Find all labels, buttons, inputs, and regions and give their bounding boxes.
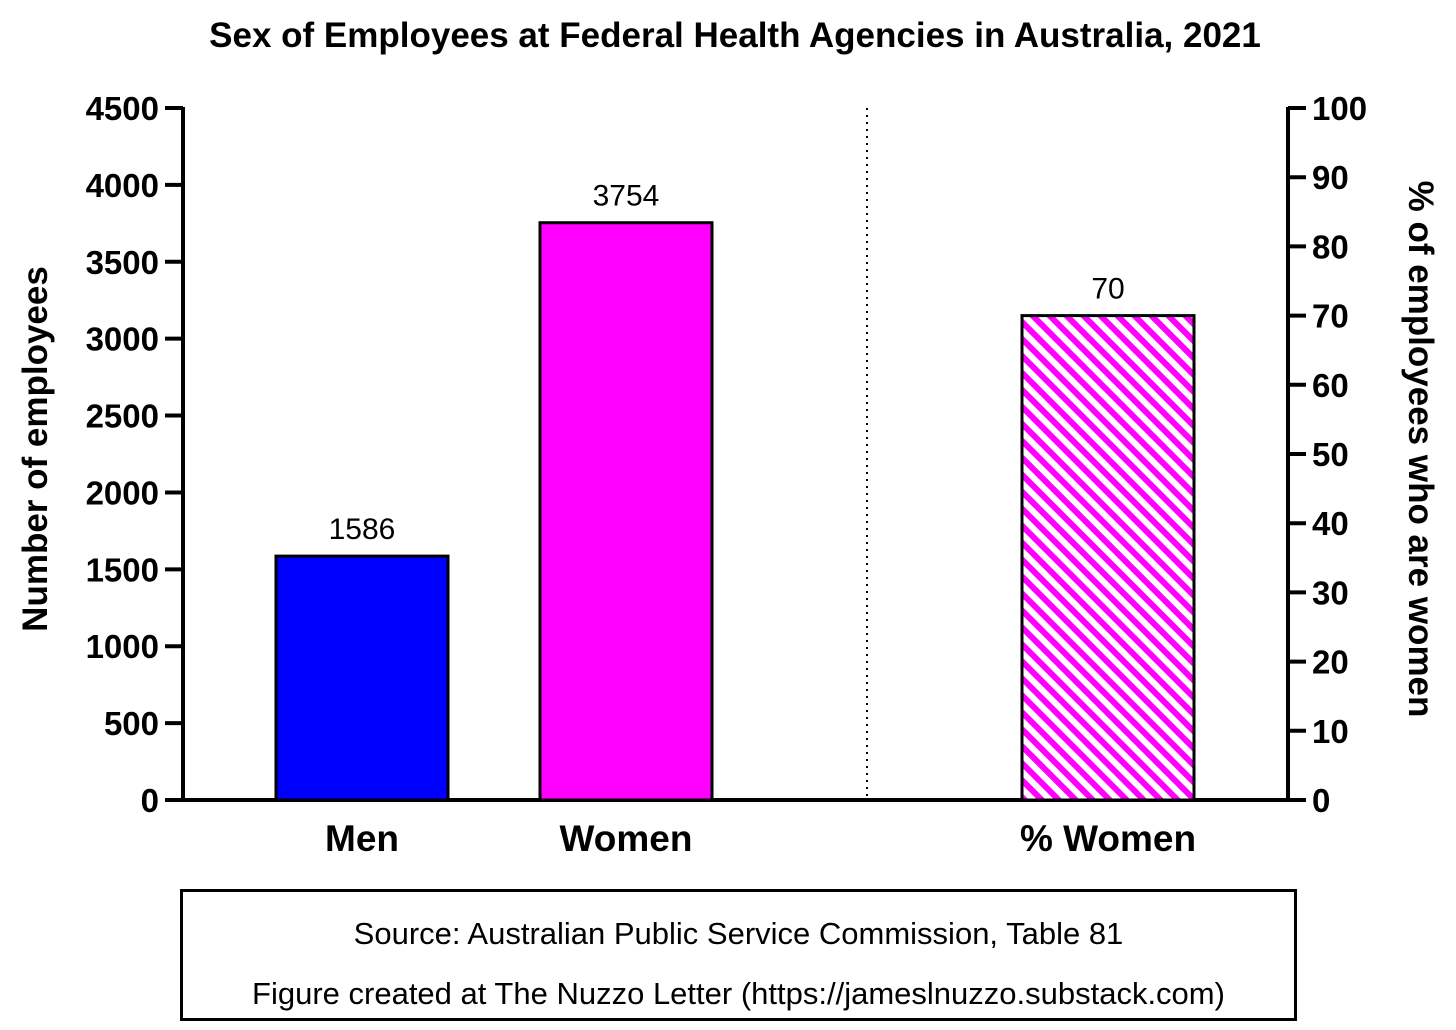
right-tick-label: 20 [1312,644,1349,681]
source-citation: Source: Australian Public Service Commis… [353,916,1124,951]
left-axis-title: Number of employees [16,266,55,632]
bar [274,554,450,802]
left-y-axis: 0 500 1000 1500 2000 2500 3000 3500 4000 4500 [86,90,1288,819]
right-tick-label: 100 [1312,90,1367,127]
left-tick-label: 0 [141,782,159,819]
left-tick-label: 4500 [86,90,159,127]
right-y-axis: 0 10 20 30 40 50 60 70 80 90 100 [1286,90,1367,819]
figure-credit: Figure created at The Nuzzo Letter (http… [252,976,1225,1011]
left-tick-label: 1000 [86,628,159,665]
left-tick-label: 500 [104,705,159,742]
bar-data-label: 3754 [593,180,660,213]
chart-title: Sex of Employees at Federal Health Agenc… [209,16,1261,55]
bar [538,221,714,802]
left-tick-label: 2500 [86,398,159,435]
category-label: % Women [1020,818,1196,859]
right-tick-label: 0 [1312,782,1330,819]
category-label: Men [325,818,399,859]
bar [1020,314,1196,802]
right-axis-title: % of employees who are women [1401,181,1440,718]
category-label: Women [560,818,693,859]
right-tick-label: 40 [1312,505,1349,542]
right-tick-label: 90 [1312,159,1349,196]
bars: 1586 Men 3754 Women 70 % Women [274,180,1196,859]
source-box: Source: Australian Public Service Commis… [180,889,1297,1021]
right-tick-label: 60 [1312,367,1349,404]
left-tick-label: 2000 [86,474,159,511]
right-tick-label: 50 [1312,436,1349,473]
bar-data-label: 1586 [329,513,396,546]
bar-data-label: 70 [1091,273,1124,306]
right-tick-label: 30 [1312,574,1349,611]
chart: Sex of Employees at Federal Health Agenc… [16,16,1440,859]
right-tick-label: 80 [1312,228,1349,265]
left-tick-label: 1500 [86,551,159,588]
left-tick-label: 3500 [86,244,159,281]
right-tick-label: 70 [1312,298,1349,335]
left-tick-label: 4000 [86,167,159,204]
left-tick-label: 3000 [86,321,159,358]
right-tick-label: 10 [1312,713,1349,750]
